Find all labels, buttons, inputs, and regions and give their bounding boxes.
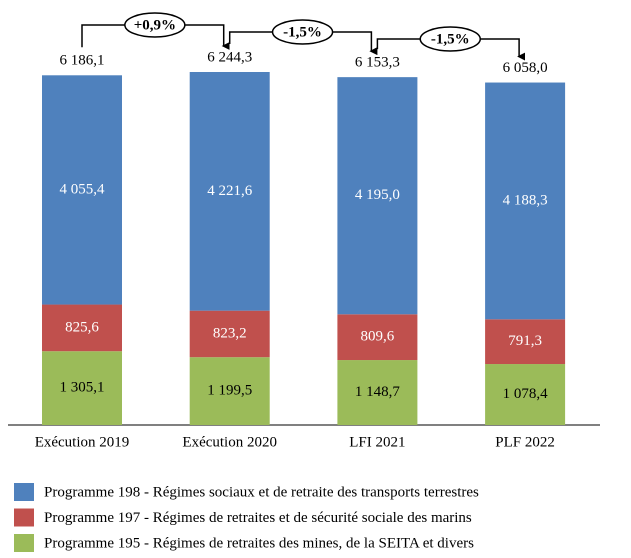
bar-segment (189, 357, 270, 425)
value-label: 4 195,0 (355, 187, 400, 203)
value-label: 809,6 (361, 329, 395, 345)
value-label: 825,6 (65, 319, 99, 335)
value-label: 4 188,3 (503, 192, 548, 208)
value-label: 1 305,1 (60, 380, 105, 396)
legend-label: Programme 197 - Régimes de retraites et … (44, 510, 472, 526)
bar-segment (485, 82, 566, 320)
bar-segment (42, 75, 122, 305)
annotation-oval (271, 19, 334, 45)
legend-label: Programme 198 - Régimes sociaux et de re… (44, 484, 479, 500)
total-label: 6 244,3 (207, 49, 252, 65)
x-tick-label: LFI 2021 (349, 434, 405, 450)
annotation-oval (419, 26, 481, 52)
value-label: 1 148,7 (355, 384, 401, 400)
bar-segment (485, 364, 566, 425)
bar-segment (337, 360, 418, 425)
total-label: 6 186,1 (60, 53, 105, 69)
legend-swatch (14, 508, 34, 527)
legend-label: Programme 195 - Régimes de retraites des… (44, 535, 474, 551)
value-label: 791,3 (508, 333, 542, 349)
x-tick-label: PLF 2022 (495, 434, 555, 450)
legend-swatch (14, 483, 34, 501)
bar-segment (337, 314, 418, 361)
value-label: 1 199,5 (207, 383, 252, 399)
x-tick-label: Exécution 2020 (182, 434, 277, 450)
bar-segment (189, 72, 270, 311)
total-label: 6 058,0 (503, 60, 548, 76)
value-label: 4 055,4 (60, 181, 106, 197)
annotation-label: -1,5% (431, 31, 470, 47)
x-tick-label: Exécution 2019 (35, 434, 130, 450)
bar-segment (189, 310, 270, 358)
annotation-oval (124, 12, 186, 38)
value-label: 823,2 (213, 325, 247, 341)
bar-segment (337, 77, 418, 315)
annotation-label: -1,5% (283, 24, 322, 40)
bar-segment (42, 351, 122, 425)
value-label: 1 078,4 (503, 386, 549, 402)
total-label: 6 153,3 (355, 55, 400, 71)
bar-segment (485, 319, 566, 365)
bar-segment (42, 304, 122, 352)
legend-swatch (14, 534, 34, 552)
value-label: 4 221,6 (207, 183, 253, 199)
annotation-label: +0,9% (134, 17, 176, 33)
